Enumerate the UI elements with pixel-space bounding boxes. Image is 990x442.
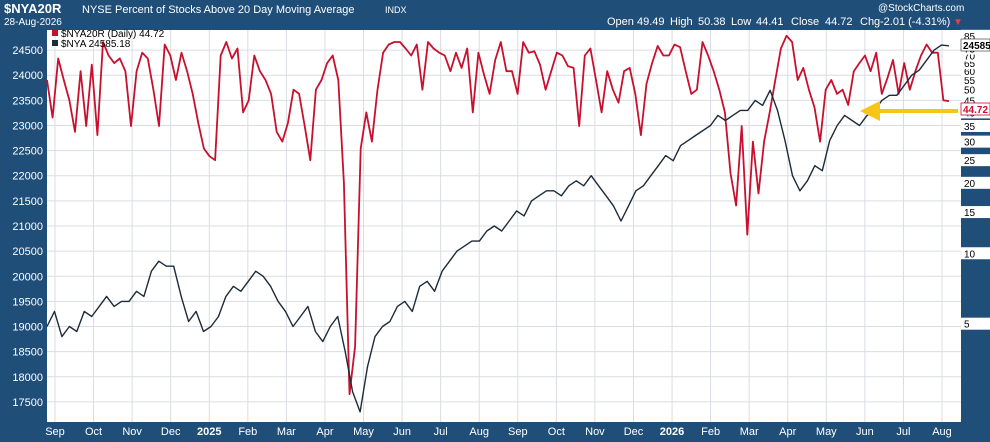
- x-tick-label: Feb: [238, 426, 257, 438]
- x-tick-label: Oct: [85, 426, 102, 438]
- left-tick-label: 24000: [12, 70, 43, 82]
- left-tick-label: 22500: [12, 146, 43, 158]
- open-label: Open: [607, 16, 634, 28]
- left-tick-label: 21000: [12, 221, 43, 233]
- left-tick-label: 22000: [12, 171, 43, 183]
- last-nya-box: [960, 38, 990, 52]
- x-tick-label: 2025: [197, 426, 221, 438]
- x-tick-label: Mar: [740, 426, 759, 438]
- chg-label: Chg: [860, 16, 880, 28]
- left-axis: 17500 18000 18500 19000 19500 20000 20500 21000…: [12, 45, 43, 409]
- yellow-arrow-annotation: [860, 101, 958, 121]
- x-tick-label: Aug: [932, 426, 952, 438]
- last-nya20r-label: 44.72: [963, 105, 988, 116]
- right-tick-label: 55: [964, 76, 976, 87]
- x-tick-label: Jul: [896, 426, 910, 438]
- exchange-label: INDX: [385, 5, 407, 15]
- left-tick-label: 19500: [12, 296, 43, 308]
- right-tick-bg: [961, 29, 990, 42]
- chart-date: 28-Aug-2026: [4, 17, 62, 28]
- right-tick-label: 35: [964, 122, 976, 133]
- right-tick-label: 85: [964, 32, 976, 43]
- right-tick-label: 10: [964, 249, 976, 260]
- last-nya-label: 24585: [963, 41, 990, 52]
- right-tick-bg: [961, 135, 990, 148]
- high-label: High: [670, 16, 693, 28]
- right-tick-label: 20: [964, 179, 976, 190]
- left-tick-label: 20500: [12, 246, 43, 258]
- open-value: 49.49: [637, 16, 665, 28]
- legend-swatch-nya: [52, 40, 58, 46]
- legend-swatch-nya20r: [52, 30, 58, 36]
- x-tick-label: Jun: [393, 426, 411, 438]
- x-tick-label: Aug: [469, 426, 489, 438]
- x-tick-label: Nov: [585, 426, 605, 438]
- series-nya20r-line: [46, 34, 950, 396]
- x-tick-label: May: [353, 426, 374, 438]
- right-tick-bg: [961, 154, 990, 167]
- right-tick-label: 60: [964, 67, 976, 78]
- right-axis: 510152025303540455055606570758085: [961, 29, 990, 331]
- right-tick-bg: [961, 247, 990, 260]
- x-tick-label: Apr: [316, 426, 333, 438]
- x-tick-label: Feb: [701, 426, 720, 438]
- right-tick-bg: [961, 176, 990, 189]
- watermark: @StockCharts.com: [878, 3, 964, 14]
- x-tick-label: 2026: [660, 426, 684, 438]
- right-tick-label: 65: [964, 59, 976, 70]
- chg-down-arrow-icon: ▼: [953, 17, 963, 28]
- close-label: Close: [791, 16, 819, 28]
- right-tick-label: 30: [964, 138, 976, 149]
- legend-nya: $NYA 24585.18: [61, 39, 131, 50]
- left-tick-label: 18000: [12, 372, 43, 384]
- right-tick-label: 45: [964, 96, 976, 107]
- low-label: Low: [731, 16, 751, 28]
- x-tick-label: May: [816, 426, 837, 438]
- left-tick-label: 19000: [12, 322, 43, 334]
- x-tick-label: Dec: [624, 426, 644, 438]
- legend-nya20r: $NYA20R (Daily) 44.72: [61, 29, 165, 40]
- right-tick-bg: [961, 317, 990, 330]
- x-tick-label: Jun: [856, 426, 874, 438]
- left-tick-label: 23000: [12, 120, 43, 132]
- x-axis: Sep Oct Nov Dec 2025 Feb Mar Apr May Jun Jul Aug Sep…: [45, 426, 952, 438]
- right-tick-label: 25: [964, 156, 976, 167]
- x-tick-label: Sep: [508, 426, 528, 438]
- left-tick-label: 18500: [12, 347, 43, 359]
- series-lines: [46, 34, 950, 413]
- x-tick-label: Jul: [434, 426, 448, 438]
- left-tick-label: 17500: [12, 397, 43, 409]
- grid: [47, 30, 961, 422]
- close-value: 44.72: [825, 16, 853, 28]
- x-tick-label: Dec: [161, 426, 181, 438]
- chg-value: -2.01 (-4.31%): [880, 16, 950, 28]
- right-tick-label: 5: [964, 320, 970, 331]
- right-tick-label: 50: [964, 86, 976, 97]
- symbol-title: $NYA20R: [4, 1, 62, 16]
- x-tick-label: Mar: [277, 426, 296, 438]
- x-tick-label: Nov: [122, 426, 142, 438]
- series-nya-line: [46, 44, 950, 413]
- last-nya20r-box: [960, 102, 990, 116]
- right-tick-label: 70: [964, 52, 976, 63]
- x-tick-label: Oct: [548, 426, 565, 438]
- symbol-description: NYSE Percent of Stocks Above 20 Day Movi…: [82, 4, 355, 16]
- left-tick-label: 20000: [12, 271, 43, 283]
- x-tick-label: Sep: [45, 426, 65, 438]
- left-tick-label: 24500: [12, 45, 43, 57]
- high-value: 50.38: [698, 16, 726, 28]
- x-tick-label: Apr: [779, 426, 796, 438]
- right-tick-bg: [961, 206, 990, 219]
- left-tick-label: 23500: [12, 95, 43, 107]
- right-tick-bg: [961, 83, 990, 96]
- low-value: 44.41: [756, 16, 784, 28]
- right-tick-label: 15: [964, 208, 976, 219]
- left-tick-label: 21500: [12, 196, 43, 208]
- right-tick-bg: [961, 119, 990, 132]
